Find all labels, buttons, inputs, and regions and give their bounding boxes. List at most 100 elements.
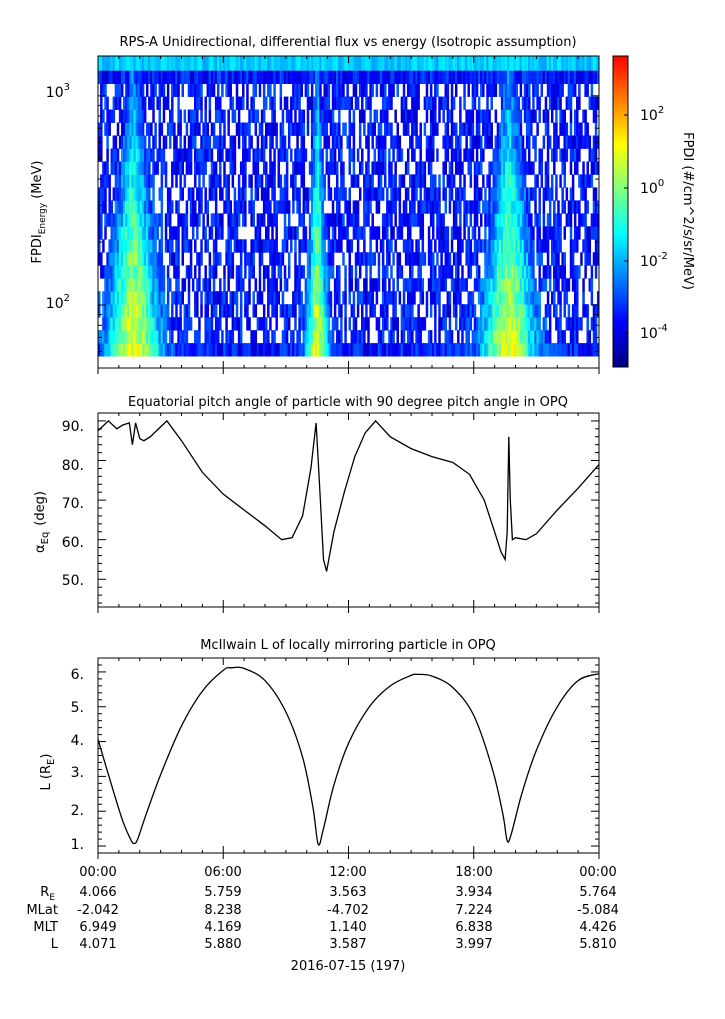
- heatmap-cell: [258, 174, 262, 188]
- heatmap-cell: [571, 174, 575, 188]
- heatmap-cell: [127, 56, 130, 71]
- heatmap-cell: [250, 213, 253, 227]
- heatmap-cell: [246, 83, 249, 97]
- heatmap-cell: [417, 343, 420, 357]
- heatmap-cell: [158, 187, 162, 201]
- heatmap-cell: [367, 291, 370, 305]
- heatmap-cell: [214, 317, 218, 331]
- heatmap-cell: [457, 187, 460, 201]
- heatmap-cell: [194, 83, 197, 97]
- heatmap-cell: [137, 226, 141, 240]
- heatmap-cell: [335, 317, 339, 331]
- heatmap-cell: [596, 56, 599, 71]
- heatmap-cell: [106, 122, 109, 136]
- heatmap-cell: [486, 122, 489, 136]
- heatmap-cell: [335, 265, 339, 279]
- heatmap-cell: [308, 96, 312, 110]
- heatmap-cell: [100, 213, 103, 227]
- heatmap-cell: [438, 265, 441, 279]
- heatmap-cell: [569, 148, 573, 162]
- heatmap-cell: [411, 265, 414, 279]
- heatmap-cell: [200, 148, 203, 162]
- heatmap-cell: [129, 213, 132, 227]
- heatmap-cell: [427, 343, 431, 357]
- heatmap-cell: [106, 330, 109, 344]
- heatmap-cell: [381, 265, 385, 279]
- heatmap-cell: [484, 343, 487, 357]
- heatmap-cell: [400, 317, 404, 331]
- heatmap-cell: [425, 83, 429, 97]
- heatmap-cell: [271, 161, 274, 175]
- heatmap-cell: [507, 330, 510, 344]
- heatmap-cell: [352, 200, 356, 214]
- heatmap-cell: [350, 213, 354, 227]
- heatmap-cell: [482, 330, 485, 344]
- heatmap-cell: [390, 343, 393, 357]
- heatmap-cell: [354, 174, 358, 188]
- heatmap-cell: [227, 239, 230, 253]
- heatmap-cell: [214, 239, 218, 253]
- heatmap-cell: [317, 226, 320, 240]
- heatmap-cell: [379, 56, 383, 71]
- heatmap-cell: [271, 239, 274, 253]
- heatmap-cell: [141, 148, 145, 162]
- heatmap-cell: [342, 226, 345, 240]
- heatmap-cell: [480, 343, 483, 357]
- heatmap-cell: [467, 161, 470, 175]
- heatmap-cell: [302, 226, 306, 240]
- heatmap-cell: [208, 135, 212, 149]
- heatmap-cell: [423, 343, 427, 357]
- heatmap-cell: [548, 96, 552, 110]
- heatmap-cell: [196, 161, 199, 175]
- heatmap-cell: [432, 278, 435, 292]
- heatmap-cell: [411, 70, 414, 84]
- heatmap-cell: [112, 148, 116, 162]
- heatmap-cell: [573, 109, 577, 123]
- heatmap-cell: [419, 330, 422, 344]
- heatmap-cell: [432, 109, 435, 123]
- heatmap-cell: [419, 213, 422, 227]
- x-tick-label-0000-end: 00:00: [579, 865, 616, 880]
- heatmap-cell: [227, 343, 230, 357]
- heatmap-cell: [210, 330, 214, 344]
- heatmap-cell: [204, 148, 207, 162]
- heatmap-cell: [256, 161, 260, 175]
- heatmap-cell: [496, 161, 500, 175]
- heatmap-cell: [335, 291, 339, 305]
- heatmap-cell: [150, 226, 153, 240]
- heatmap-cell: [229, 135, 232, 149]
- heatmap-cell: [187, 83, 191, 97]
- heatmap-cell: [509, 239, 512, 253]
- heatmap-cell: [310, 187, 314, 201]
- heatmap-cell: [358, 122, 362, 136]
- heatmap-cell: [459, 239, 462, 253]
- heatmap-cell: [260, 187, 264, 201]
- heatmap-cell: [227, 187, 230, 201]
- heatmap-cell: [300, 213, 303, 227]
- heatmap-cell: [237, 56, 241, 71]
- heatmap-cell: [442, 239, 445, 253]
- heatmap-cell: [409, 213, 412, 227]
- heatmap-cell: [306, 70, 310, 84]
- heatmap-cell: [208, 56, 212, 71]
- heatmap-cell: [446, 109, 450, 123]
- heatmap-cell: [406, 343, 410, 357]
- heatmap-cell: [319, 83, 322, 97]
- heatmap-cell: [179, 317, 182, 331]
- heatmap-cell: [214, 56, 218, 71]
- heatmap-cell: [465, 56, 468, 71]
- heatmap-cell: [187, 239, 191, 253]
- heatmap-cell: [534, 174, 537, 188]
- heatmap-cell: [319, 291, 322, 305]
- heatmap-cell: [511, 291, 514, 305]
- heatmap-cell: [482, 122, 485, 136]
- heatmap-cell: [513, 122, 516, 136]
- heatmap-cell: [256, 70, 260, 84]
- heatmap-cell: [354, 265, 358, 279]
- heatmap-cell: [536, 122, 539, 136]
- heatmap-cell: [344, 330, 347, 344]
- heatmap-cell: [388, 343, 391, 357]
- heatmap-cell: [553, 56, 556, 71]
- heatmap-cell: [319, 174, 322, 188]
- heatmap-cell: [396, 135, 399, 149]
